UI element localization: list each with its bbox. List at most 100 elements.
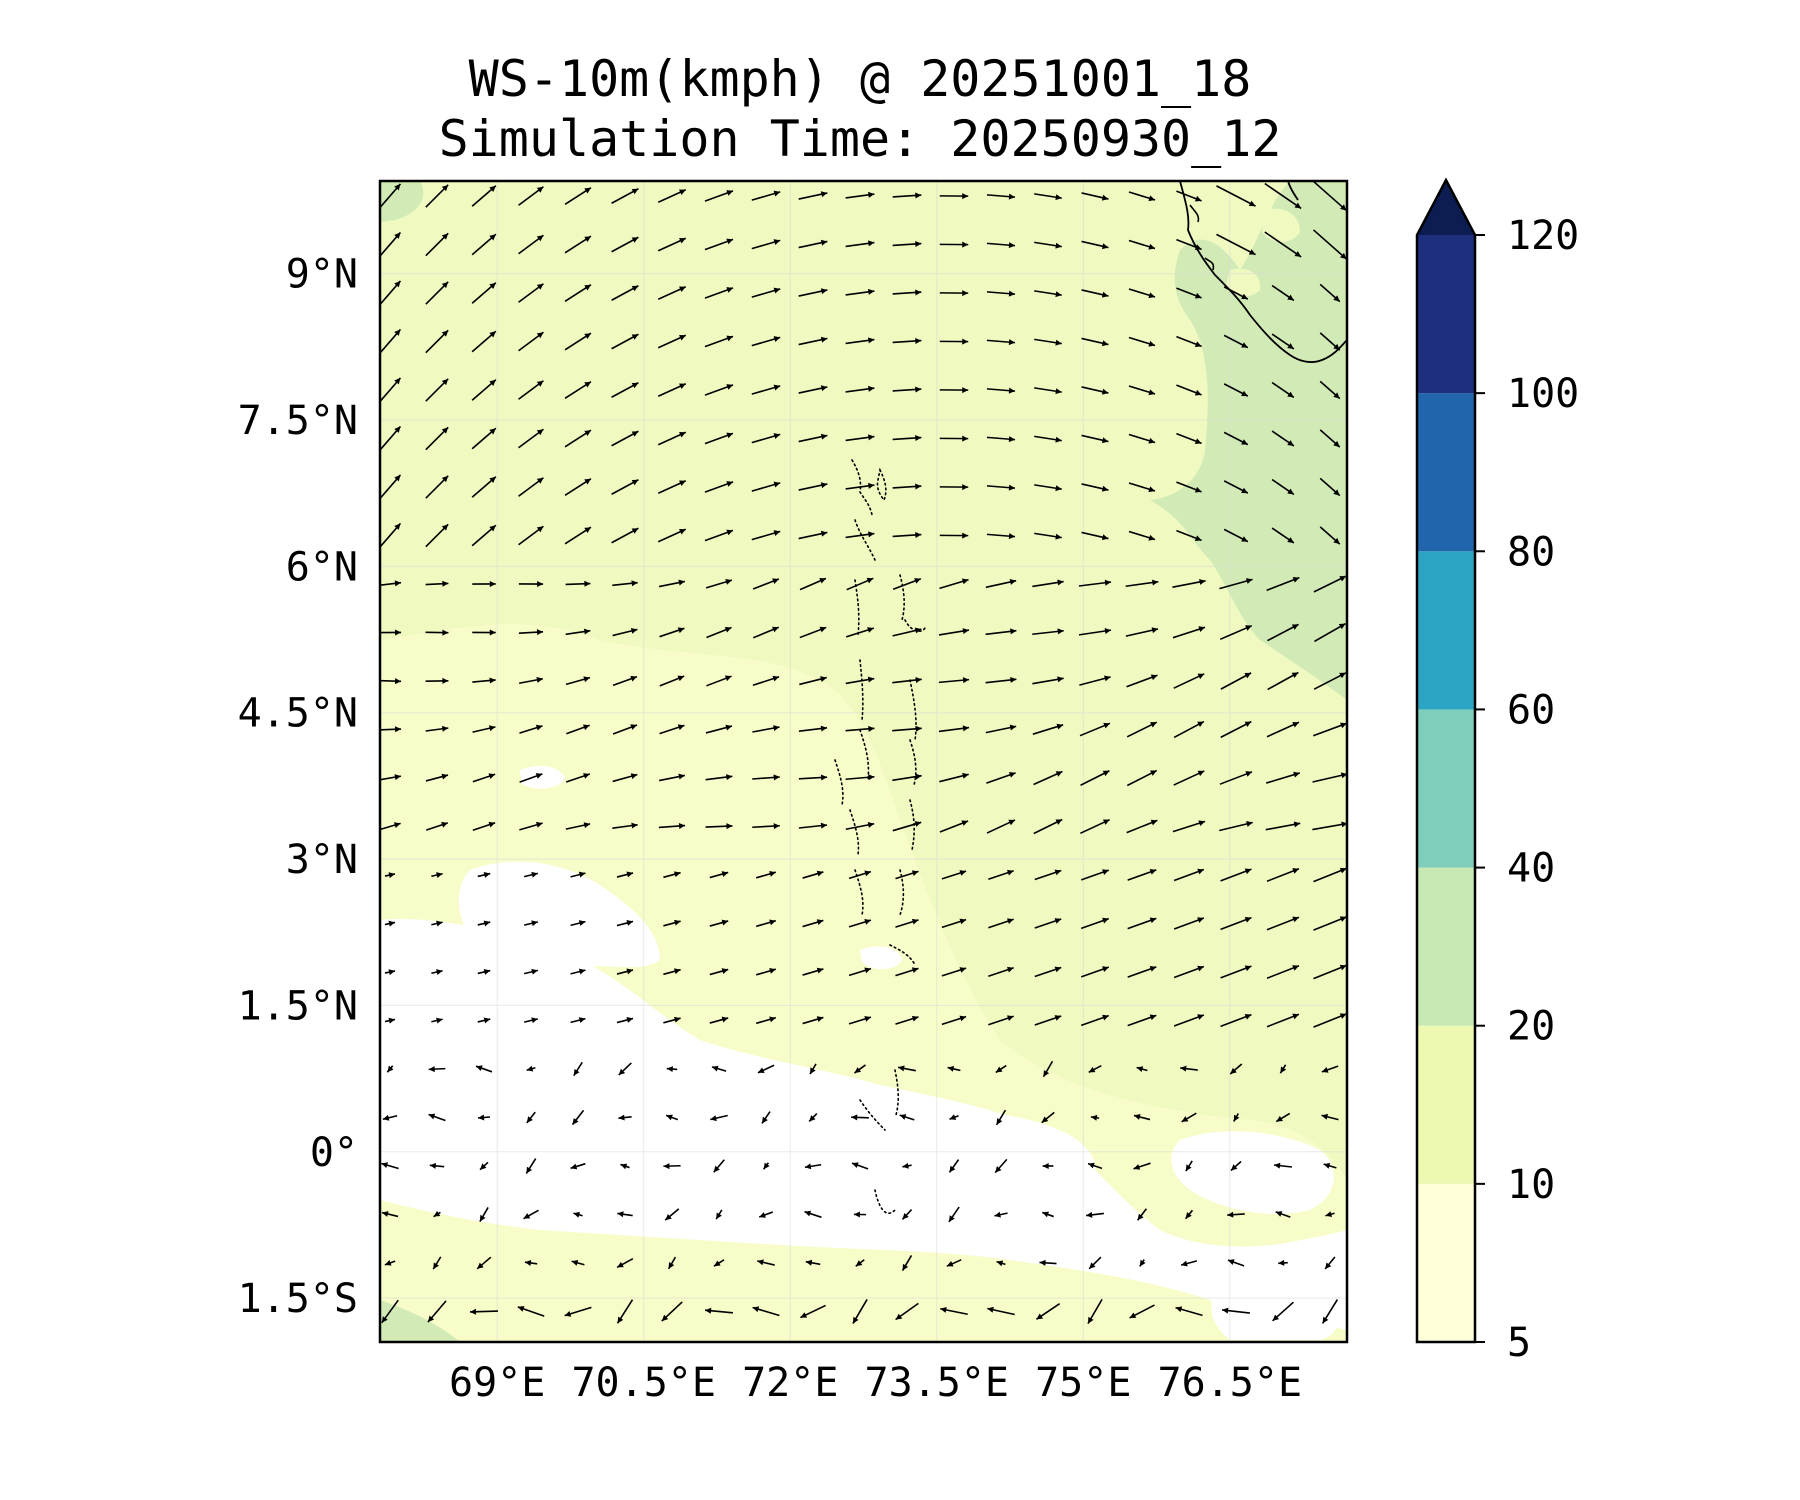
wind-arrow [616, 1257, 634, 1269]
wind-arrow [380, 678, 402, 685]
wind-arrow [755, 967, 777, 976]
wind-arrow [1216, 233, 1256, 256]
wind-arrow [659, 724, 685, 735]
wind-arrow [853, 1064, 867, 1074]
wind-arrow [939, 484, 969, 491]
wind-arrow [938, 628, 970, 636]
wind-arrow [657, 431, 687, 446]
wind-arrow [705, 724, 733, 734]
latitude-tick-label: 3°N [286, 837, 358, 883]
field-patches [1226, 208, 1300, 297]
wind-arrow [939, 193, 969, 200]
wind-arrow [1271, 478, 1295, 496]
wind-arrow [612, 580, 638, 587]
colorbar-tick-label: 80 [1507, 529, 1555, 575]
wind-arrow [985, 628, 1017, 636]
wind-arrow [611, 236, 639, 253]
wind-arrow [472, 821, 496, 831]
wind-arrow [986, 290, 1016, 297]
wind-arrow [1227, 1259, 1245, 1267]
high-speed-zone [1150, 181, 1347, 700]
wind-arrow [848, 967, 872, 977]
wind-arrow [1080, 869, 1110, 881]
wind-arrow [892, 483, 922, 490]
wind-arrow [848, 919, 872, 928]
wind-arrow [380, 580, 402, 587]
wind-arrow [713, 1259, 725, 1267]
wind-vectors [380, 181, 1347, 1325]
wind-arrow [1041, 1111, 1055, 1124]
wind-arrow [1219, 578, 1253, 590]
wind-arrow [1223, 286, 1249, 300]
wind-arrow [429, 1162, 445, 1169]
wind-arrow [1127, 869, 1157, 881]
wind-arrow [1266, 576, 1300, 592]
wind-arrow [1313, 672, 1347, 690]
wind-arrow [1088, 1064, 1102, 1074]
coastal-islet [1189, 204, 1200, 223]
wind-arrow [1087, 1298, 1103, 1325]
wind-arrow [526, 1065, 536, 1072]
wind-arrow [1133, 1114, 1151, 1121]
wind-arrow [611, 479, 639, 495]
wind-arrow [1128, 191, 1156, 202]
wind-arrow [1128, 288, 1156, 299]
wind-arrow [798, 191, 828, 200]
wind-arrow [477, 1017, 491, 1024]
wind-arrow [985, 676, 1017, 684]
wind-arrow [986, 533, 1016, 540]
wind-arrow [1034, 435, 1062, 443]
wind-arrow [988, 1015, 1014, 1026]
wind-arrow [1080, 818, 1110, 835]
wind-arrow [425, 184, 449, 208]
wind-arrow [1034, 241, 1062, 249]
wind-arrow [798, 725, 828, 732]
wind-arrow [1323, 1162, 1337, 1169]
wind-arrow [946, 1259, 962, 1267]
wind-arrow [1136, 1066, 1148, 1072]
wind-arrow [1264, 182, 1302, 210]
wind-arrow [988, 918, 1014, 929]
wind-arrow [705, 774, 733, 781]
calm-patch [1211, 1284, 1339, 1340]
wind-arrow [705, 823, 733, 830]
wind-arrow [657, 189, 687, 203]
wind-arrow [1126, 674, 1158, 688]
wind-arrow [1173, 673, 1205, 689]
wind-arrow [663, 1163, 681, 1170]
colorbar-tick-label: 60 [1507, 687, 1555, 733]
wind-arrow [526, 1111, 536, 1124]
wind-arrow [709, 871, 729, 879]
wind-arrow [1128, 239, 1156, 250]
wind-arrow [380, 231, 402, 258]
wind-arrow [1325, 1211, 1335, 1218]
wind-arrow [892, 821, 922, 832]
wind-arrow [1319, 429, 1341, 448]
wind-arrow [752, 1306, 780, 1317]
wind-arrow [1125, 627, 1159, 637]
wind-arrow [845, 774, 875, 781]
wind-arrow [380, 522, 402, 549]
wind-arrow [939, 578, 969, 590]
wind-arrow [658, 822, 686, 829]
wind-arrow [1266, 916, 1300, 931]
wind-arrow [1175, 1306, 1203, 1317]
wind-arrow [384, 1260, 396, 1266]
wind-arrow [380, 474, 402, 500]
wind-arrow [1034, 387, 1062, 395]
wind-arrow [1185, 1160, 1193, 1172]
wind-arrow [433, 1210, 441, 1218]
wind-arrow [477, 968, 491, 975]
wind-arrow [1266, 965, 1300, 979]
wind-arrow [804, 1210, 822, 1219]
longitude-tick-label: 69°E [449, 1360, 545, 1406]
wind-arrow [899, 1114, 915, 1121]
wind-arrow [901, 1255, 913, 1271]
wind-arrow [620, 1163, 630, 1170]
wind-arrow [1034, 193, 1062, 201]
wind-arrow [667, 1256, 677, 1270]
wind-arrow [755, 919, 777, 928]
wind-arrow [664, 1208, 680, 1221]
latitude-tick-label: 7.5°N [238, 398, 358, 444]
wind-arrow [472, 580, 496, 587]
